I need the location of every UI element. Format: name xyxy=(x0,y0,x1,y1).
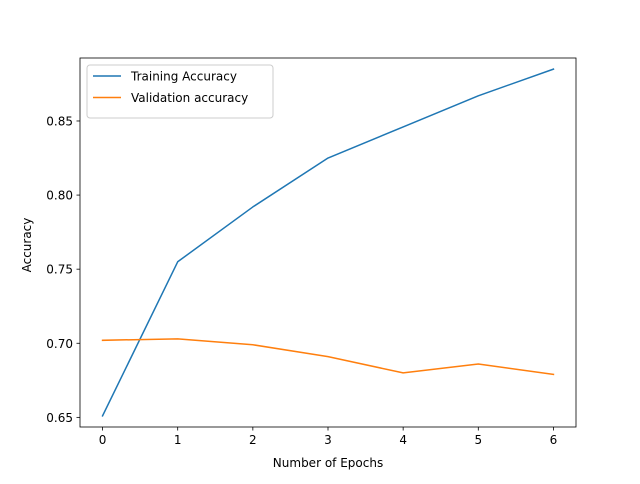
x-tick-label: 2 xyxy=(249,433,257,447)
legend: Training Accuracy Validation accuracy xyxy=(86,64,274,119)
x-tick-label: 3 xyxy=(324,433,332,447)
y-tick-label: 0.80 xyxy=(46,189,73,203)
x-tick-label: 0 xyxy=(99,433,107,447)
x-tick-label: 5 xyxy=(474,433,482,447)
x-tick-label: 4 xyxy=(399,433,407,447)
y-tick-label: 0.70 xyxy=(46,337,73,351)
legend-label-1: Training Accuracy xyxy=(130,70,237,84)
y-tick-label: 0.85 xyxy=(46,114,73,128)
legend-box xyxy=(86,64,274,119)
x-tick-label: 6 xyxy=(550,433,558,447)
series-line-2 xyxy=(101,338,555,376)
x-tick-label: 1 xyxy=(174,433,182,447)
axes-layer: 0 1 2 3 4 5 6 0.65 0.70 0.75 0.80 0.85 xyxy=(46,57,577,447)
legend-label-2: Validation accuracy xyxy=(131,91,248,105)
x-axis-label: Number of Epochs xyxy=(273,456,383,470)
y-tick-label: 0.75 xyxy=(46,263,73,277)
series-line-1 xyxy=(101,68,555,417)
plot-layer xyxy=(101,68,555,417)
y-axis-label: Accuracy xyxy=(20,218,34,273)
y-tick-label: 0.65 xyxy=(46,411,73,425)
